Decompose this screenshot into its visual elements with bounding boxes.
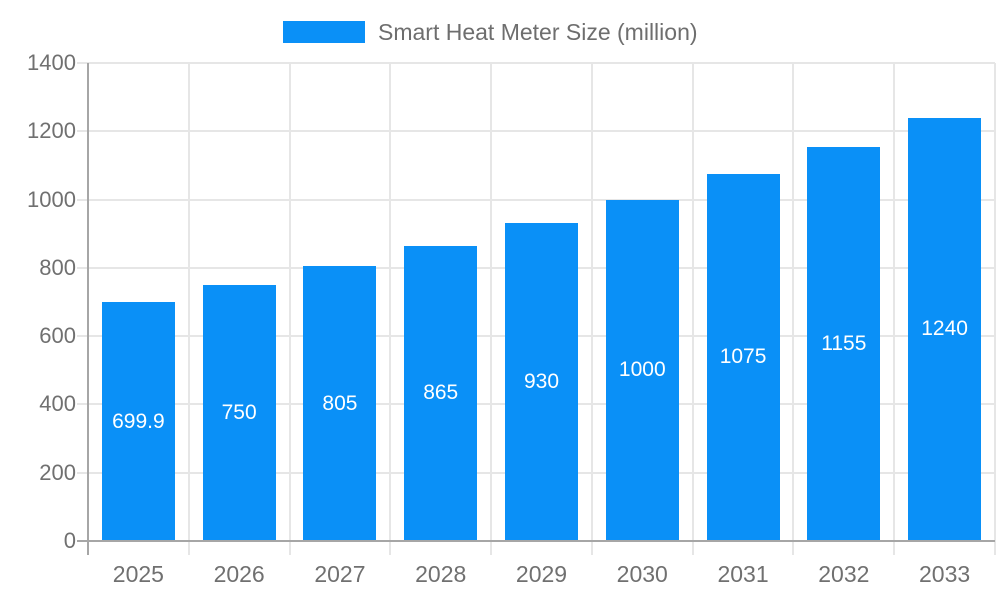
x-tick-label: 2025	[112, 561, 164, 587]
bar-value-label: 699.9	[112, 409, 165, 433]
h-gridline	[77, 198, 995, 201]
v-gridline	[389, 63, 392, 555]
v-gridline	[187, 63, 190, 555]
h-gridline	[77, 130, 995, 133]
plot-area: 699.9 750 805 865 930 1000 1075 1155 1240	[77, 62, 996, 555]
bar-value-label: 750	[221, 400, 257, 424]
y-tick-label: 1200	[27, 118, 76, 144]
y-tick-label: 400	[39, 391, 76, 417]
bar[interactable]: 1155	[807, 146, 881, 541]
v-gridline	[792, 63, 795, 555]
x-tick-label: 2029	[515, 561, 568, 587]
bar-value-label: 1155	[821, 331, 867, 355]
v-gridline	[590, 63, 593, 555]
bar-value-label: 805	[322, 391, 358, 415]
bar[interactable]: 930	[505, 223, 578, 541]
legend-swatch-icon	[283, 21, 365, 43]
bar[interactable]: 699.9	[101, 302, 175, 541]
v-gridline	[288, 63, 291, 555]
bar[interactable]: 865	[404, 245, 478, 541]
legend-item[interactable]: Smart Heat Meter Size (million)	[283, 18, 698, 46]
y-tick-label: 0	[63, 528, 76, 553]
v-gridline	[994, 63, 996, 555]
v-gridline	[691, 63, 694, 555]
x-tick-label: 2031	[717, 561, 769, 587]
x-tick-label: 2028	[415, 561, 467, 587]
bar[interactable]: 1000	[605, 199, 679, 541]
x-tick-label: 2032	[818, 561, 870, 587]
y-tick-label: 800	[39, 254, 76, 280]
x-tick-label: 2027	[314, 561, 366, 587]
y-tick-label: 200	[39, 459, 76, 485]
bar[interactable]: 750	[202, 284, 276, 541]
v-gridline	[893, 63, 896, 555]
x-tick-label: 2033	[919, 561, 971, 587]
y-tick-label: 1400	[27, 50, 76, 75]
x-tick-label: 2030	[616, 561, 668, 587]
bar-value-label: 865	[423, 381, 459, 405]
y-tick-label: 600	[39, 323, 76, 349]
bar[interactable]: 1240	[908, 117, 982, 541]
bar-value-label: 1000	[618, 358, 666, 382]
bar-value-label: 1075	[719, 345, 767, 369]
bar[interactable]: 1075	[706, 173, 780, 541]
h-gridline	[77, 62, 995, 64]
y-axis-line	[87, 63, 89, 555]
v-gridline	[490, 63, 493, 555]
x-tick-label: 2026	[213, 561, 265, 587]
y-tick-label: 1000	[27, 186, 76, 212]
bar-value-label: 930	[523, 370, 560, 394]
bar[interactable]: 805	[303, 266, 377, 541]
bar-value-label: 1240	[921, 317, 968, 341]
x-axis-line	[77, 540, 995, 542]
legend-label: Smart Heat Meter Size (million)	[378, 19, 698, 45]
